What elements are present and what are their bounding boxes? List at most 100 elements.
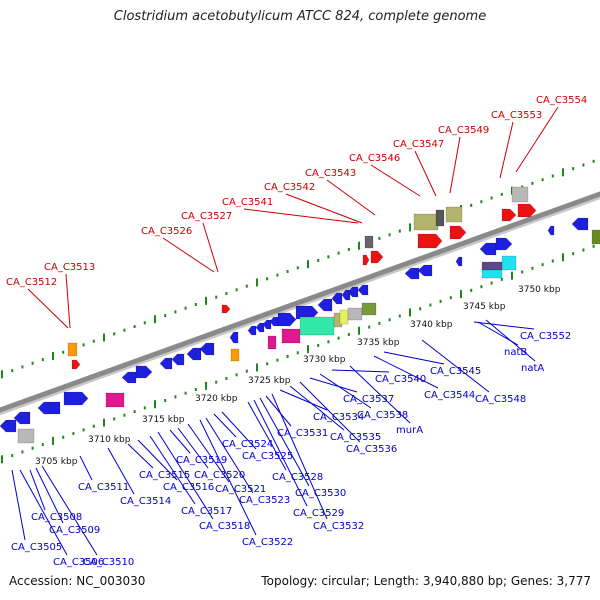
gene-arrow [269, 316, 279, 327]
gene-arrow [455, 256, 463, 267]
gene-label-lower: CA_C3511 [78, 482, 129, 493]
gene-box [413, 213, 439, 231]
gene-arrow [159, 357, 173, 370]
gene-label-lower: CA_C3506 [53, 557, 104, 568]
gene-box [481, 269, 503, 279]
gene-arrow [501, 208, 517, 222]
gene-label-lower: CA_C3529 [293, 508, 344, 519]
gene-box [230, 348, 240, 362]
gene-leader-upper [202, 222, 219, 273]
gene-leader-lower [473, 321, 535, 330]
gene-leader-lower [289, 385, 345, 431]
kbp-label: 3715 kbp [142, 415, 185, 425]
gene-label-lower: CA_C3505 [11, 542, 62, 553]
kbp-label: 3735 kbp [357, 338, 400, 348]
gene-label-lower: CA_C3523 [239, 495, 290, 506]
gene-label-upper: CA_C3527 [181, 211, 232, 222]
gene-leader-lower [157, 431, 214, 520]
gene-box [591, 229, 600, 245]
gene-arrow [479, 242, 497, 256]
gene-leader-upper [65, 273, 71, 329]
gene-leader-lower [265, 395, 292, 427]
gene-label-lower: CA_C3544 [424, 390, 475, 401]
backbone-line [0, 191, 600, 413]
accession-text: Accession: NC_003030 [9, 574, 146, 588]
gene-leader-upper [162, 237, 215, 273]
gene-box [364, 235, 374, 249]
gene-label-lower: natA [521, 363, 544, 374]
gene-leader-lower [253, 399, 308, 507]
gene-box [435, 209, 445, 227]
gene-label-lower: CA_C3518 [199, 521, 250, 532]
gene-label-upper: CA_C3543 [305, 168, 356, 179]
gene-label-lower: CA_C3520 [194, 470, 245, 481]
gene-leader-lower [35, 467, 64, 524]
leader-layer [11, 106, 559, 556]
gene-leader-lower [383, 351, 445, 365]
kbp-label: 3710 kbp [88, 435, 131, 445]
gene-arrow [186, 347, 202, 361]
gene-box [481, 261, 503, 271]
gene-arrow [121, 371, 137, 384]
gene-leader-lower [177, 427, 209, 469]
gene-leader-lower [199, 419, 257, 536]
gene-leader-lower [279, 389, 328, 411]
gene-arrow [0, 419, 17, 433]
gene-arrow [357, 284, 369, 296]
gene-label-upper: CA_C3526 [141, 226, 192, 237]
gene-label-upper: CA_C3554 [536, 95, 587, 106]
gene-label-lower: CA_C3519 [176, 455, 227, 466]
kbp-label: 3740 kbp [410, 320, 453, 330]
gene-leader-lower [331, 369, 390, 373]
gene-leader-lower [149, 435, 196, 505]
kbp-label: 3745 kbp [463, 302, 506, 312]
gene-box [361, 302, 377, 316]
gene-leader-lower [299, 381, 361, 443]
gene-leader-lower [421, 339, 490, 393]
gene-label-upper: CA_C3541 [222, 197, 273, 208]
gene-label-lower: CA_C3545 [430, 366, 481, 377]
gene-box [105, 392, 125, 408]
gene-leader-lower [485, 319, 536, 362]
gene-leader-lower [213, 413, 237, 438]
gene-label-lower: murA [396, 425, 423, 436]
gene-leader-lower [41, 465, 98, 556]
gene-label-lower: CA_C3534 [313, 412, 364, 423]
gene-label-lower: CA_C3540 [375, 374, 426, 385]
gene-leader-lower [271, 393, 328, 520]
gene-arrow [199, 342, 215, 356]
gene-leader-upper [243, 208, 359, 224]
gene-label-upper: CA_C3546 [349, 153, 400, 164]
gene-arrow [277, 312, 297, 327]
gene-leader-lower [29, 469, 46, 511]
gene-arrow [449, 225, 467, 240]
gene-layer [0, 186, 600, 444]
gene-label-upper: CA_C3547 [393, 139, 444, 150]
gene-box [299, 316, 335, 336]
gene-arrow [341, 289, 351, 301]
gene-leader-upper [370, 164, 421, 197]
gene-box [281, 328, 301, 344]
genome-summary: Topology: circular; Length: 3,940,880 bp… [261, 574, 591, 588]
gene-arrow [417, 264, 433, 277]
gene-label-upper: CA_C3542 [264, 182, 315, 193]
gene-leader-lower [319, 373, 372, 409]
label-layer: 3705 kbp 3710 kbp 3715 kbp 3720 kbp 3725 kbp… [6, 95, 587, 568]
gene-arrow [317, 298, 333, 312]
gene-leader-upper [414, 150, 437, 197]
gene-arrow [547, 225, 555, 236]
gene-label-lower: natB [504, 347, 527, 358]
gene-box [511, 186, 529, 203]
gene-arrow [517, 203, 537, 218]
gene-arrow [13, 411, 31, 425]
gene-label-lower: CA_C3514 [120, 496, 171, 507]
gene-label-lower: CA_C3548 [475, 394, 526, 405]
gene-label-lower: CA_C3528 [272, 472, 323, 483]
gene-leader-lower [127, 443, 154, 469]
kbp-label: 3725 kbp [248, 376, 291, 386]
gene-label-lower: CA_C3530 [295, 488, 346, 499]
gene-leader-lower [187, 423, 230, 483]
gene-box [267, 335, 277, 350]
gene-leader-lower [205, 417, 254, 494]
gene-arrow [135, 365, 153, 379]
